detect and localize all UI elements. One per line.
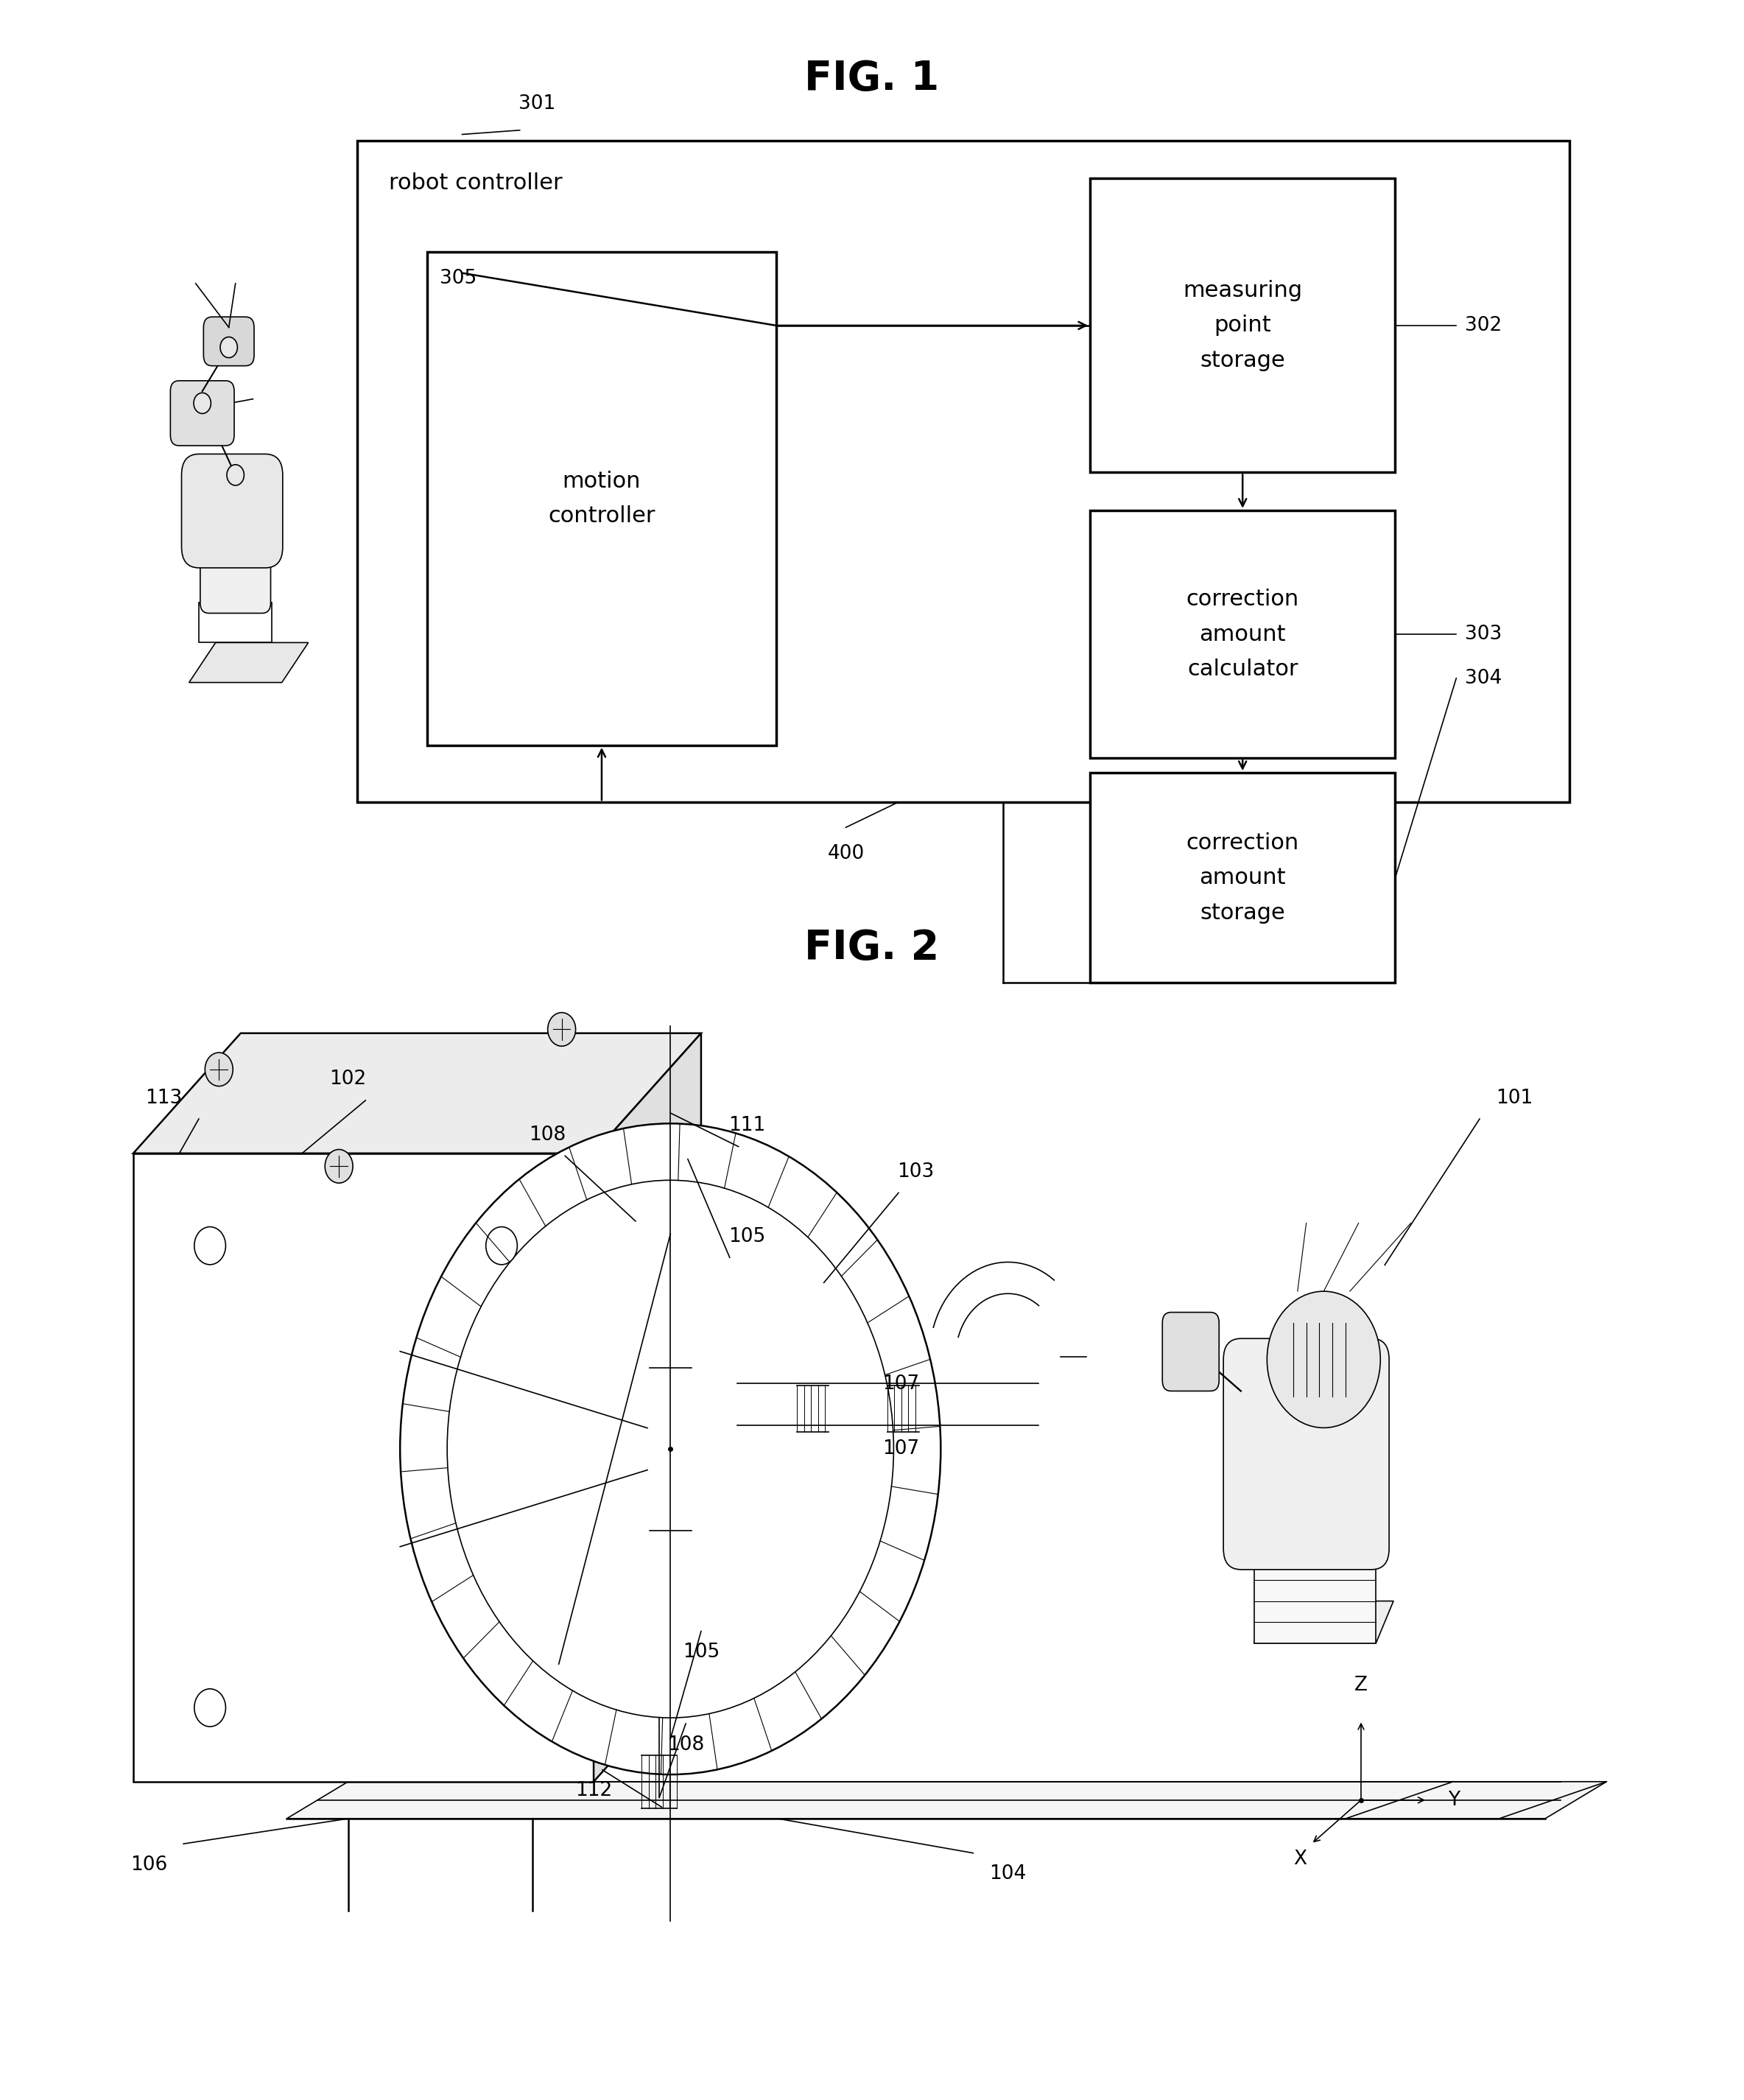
Circle shape bbox=[220, 336, 237, 357]
Text: 103: 103 bbox=[898, 1161, 935, 1182]
Text: 303: 303 bbox=[1465, 624, 1502, 645]
Text: 305: 305 bbox=[439, 269, 476, 288]
Circle shape bbox=[399, 1124, 940, 1774]
Text: Z: Z bbox=[1355, 1676, 1367, 1695]
Bar bbox=[1090, 510, 1395, 758]
Bar bbox=[427, 252, 776, 746]
Text: 108: 108 bbox=[668, 1735, 705, 1754]
Circle shape bbox=[324, 1149, 352, 1182]
Text: 104: 104 bbox=[989, 1865, 1027, 1884]
Text: measuring
point
storage: measuring point storage bbox=[1182, 279, 1303, 372]
Circle shape bbox=[227, 464, 244, 485]
Text: Y: Y bbox=[1448, 1791, 1460, 1810]
Bar bbox=[1090, 773, 1395, 983]
Bar bbox=[199, 603, 272, 643]
FancyBboxPatch shape bbox=[1163, 1312, 1219, 1390]
Text: FIG. 2: FIG. 2 bbox=[804, 928, 940, 968]
FancyBboxPatch shape bbox=[201, 536, 270, 613]
Circle shape bbox=[1268, 1292, 1381, 1428]
Polygon shape bbox=[593, 1033, 701, 1781]
Text: 105: 105 bbox=[729, 1226, 766, 1245]
Circle shape bbox=[206, 1052, 234, 1086]
FancyBboxPatch shape bbox=[171, 380, 234, 445]
Text: 102: 102 bbox=[330, 1069, 366, 1090]
Text: motion
controller: motion controller bbox=[548, 470, 656, 527]
Circle shape bbox=[194, 1226, 225, 1264]
Polygon shape bbox=[1254, 1600, 1393, 1642]
Text: 302: 302 bbox=[1465, 315, 1502, 336]
Text: correction
amount
storage: correction amount storage bbox=[1186, 832, 1299, 924]
Circle shape bbox=[194, 393, 211, 414]
Text: 101: 101 bbox=[187, 393, 223, 414]
Bar bbox=[1090, 179, 1395, 473]
Circle shape bbox=[194, 1688, 225, 1726]
Text: correction
amount
calculator: correction amount calculator bbox=[1186, 588, 1299, 680]
FancyBboxPatch shape bbox=[204, 317, 255, 365]
Text: 101: 101 bbox=[1496, 1088, 1533, 1107]
Text: 112: 112 bbox=[576, 1781, 612, 1800]
Text: 107: 107 bbox=[882, 1376, 919, 1394]
Polygon shape bbox=[286, 1781, 1606, 1819]
Text: 105: 105 bbox=[682, 1642, 720, 1661]
Text: 107: 107 bbox=[882, 1439, 919, 1460]
Text: 108: 108 bbox=[528, 1126, 567, 1145]
Text: robot controller: robot controller bbox=[389, 172, 563, 193]
Text: 111: 111 bbox=[729, 1115, 766, 1136]
Circle shape bbox=[446, 1180, 893, 1718]
Polygon shape bbox=[133, 1033, 701, 1153]
Text: 301: 301 bbox=[518, 94, 556, 113]
FancyBboxPatch shape bbox=[1224, 1338, 1390, 1569]
Circle shape bbox=[548, 1012, 576, 1046]
Text: X: X bbox=[1294, 1850, 1306, 1869]
Text: FIG. 1: FIG. 1 bbox=[804, 59, 940, 99]
Bar bbox=[358, 141, 1570, 802]
Polygon shape bbox=[1254, 1548, 1376, 1642]
Text: 400: 400 bbox=[827, 844, 865, 863]
Polygon shape bbox=[133, 1153, 593, 1781]
Text: 113: 113 bbox=[145, 1088, 183, 1107]
Text: 106: 106 bbox=[131, 1854, 167, 1875]
FancyBboxPatch shape bbox=[181, 454, 283, 567]
Polygon shape bbox=[188, 643, 309, 683]
Text: 304: 304 bbox=[1465, 668, 1502, 689]
Circle shape bbox=[487, 1226, 518, 1264]
